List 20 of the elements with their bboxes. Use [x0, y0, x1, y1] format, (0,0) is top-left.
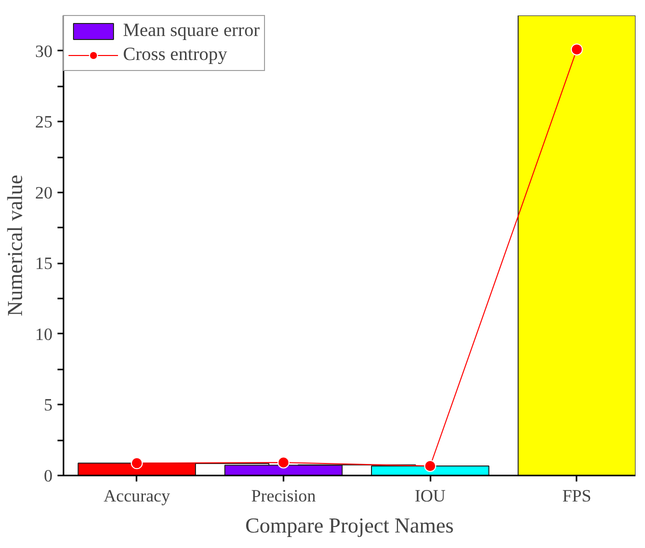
- bar: [518, 16, 636, 476]
- legend-label: Cross entropy: [123, 44, 228, 66]
- y-tick-label: 15: [35, 254, 52, 274]
- legend-label: Mean square error: [123, 20, 260, 42]
- y-tick-label: 5: [44, 396, 53, 415]
- point: [278, 456, 290, 468]
- x-tick-label: IOU: [414, 486, 446, 506]
- y-tick-label: 20: [35, 183, 52, 202]
- point: [570, 43, 583, 56]
- x-tick-label: FPS: [562, 486, 592, 506]
- point: [130, 457, 143, 470]
- x-tick-label: Accuracy: [104, 486, 170, 506]
- y-tick-label: 30: [35, 42, 52, 61]
- x-tick-label: Precision: [251, 486, 316, 506]
- y-tick-label: 10: [35, 324, 52, 344]
- x-axis-title: Compare Project Names: [245, 514, 454, 538]
- point: [424, 460, 436, 472]
- y-tick-label: 0: [44, 466, 53, 486]
- y-tick-label: 25: [35, 112, 52, 132]
- y-axis-title: Numerical value: [3, 174, 28, 316]
